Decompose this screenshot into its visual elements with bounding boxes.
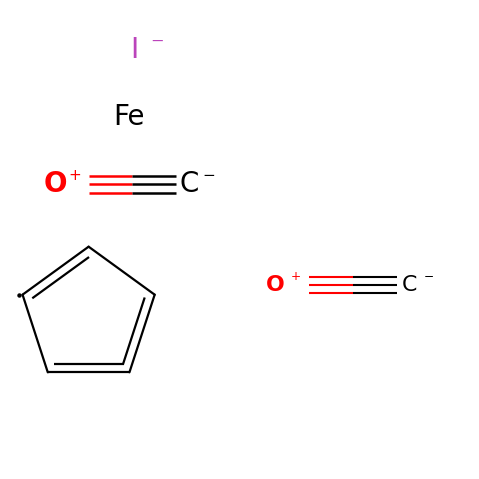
Text: −: − [202,168,215,183]
Text: O: O [266,275,285,295]
Text: I: I [130,36,138,64]
Text: −: − [150,34,164,49]
Text: C: C [180,171,199,198]
Text: +: + [290,270,301,283]
Text: O: O [43,171,67,198]
Text: +: + [69,168,81,183]
Text: Fe: Fe [114,103,145,131]
Text: −: − [423,270,434,283]
Text: C: C [402,275,417,295]
